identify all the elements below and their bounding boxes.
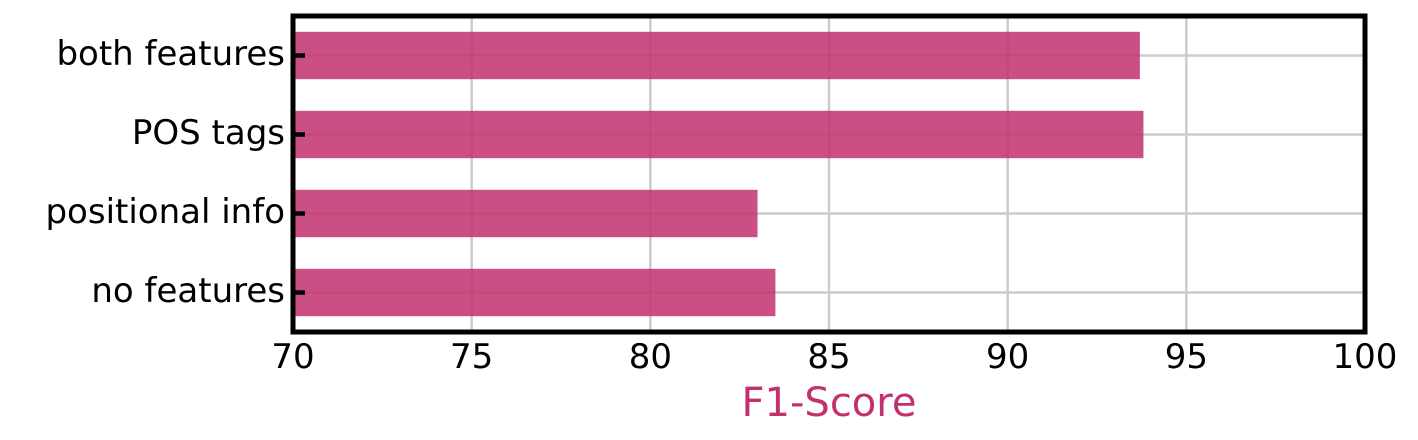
bar <box>293 268 776 317</box>
x-tick-label: 95 <box>1165 337 1208 377</box>
bar <box>293 189 758 238</box>
x-tick-label: 75 <box>450 337 493 377</box>
x-axis-label: F1-Score <box>742 380 917 426</box>
x-tick-label: 85 <box>807 337 850 377</box>
x-tick-label: 70 <box>271 337 314 377</box>
y-tick-label: positional info <box>45 192 285 232</box>
bars <box>293 31 1144 317</box>
x-axis-ticks: 70 75 80 85 90 95 100 <box>271 337 1397 377</box>
x-tick-label: 100 <box>1333 337 1398 377</box>
x-tick-label: 80 <box>629 337 672 377</box>
y-tick-label: POS tags <box>132 113 285 153</box>
y-tick-label: both features <box>56 34 285 74</box>
y-axis-ticks: both features POS tags positional info no f… <box>45 34 305 311</box>
y-tick-label: no features <box>91 271 285 311</box>
bar <box>293 110 1144 159</box>
bar <box>293 31 1140 80</box>
plot-frame <box>290 13 1368 335</box>
x-tick-label: 90 <box>986 337 1029 377</box>
